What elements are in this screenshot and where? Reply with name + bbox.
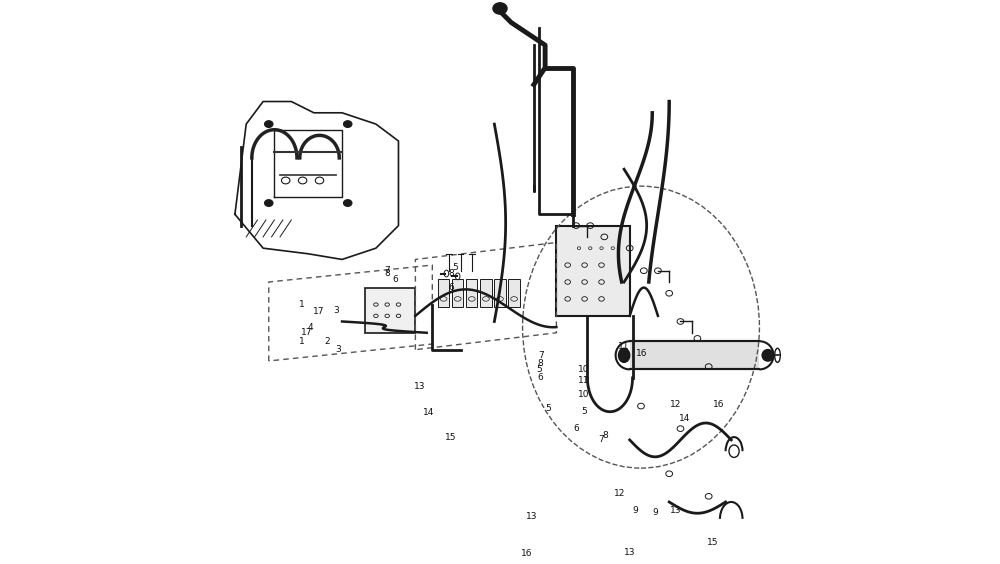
Text: 17: 17 bbox=[313, 307, 324, 316]
Bar bbox=[480, 279, 492, 307]
Text: 13: 13 bbox=[526, 512, 538, 521]
Text: 12: 12 bbox=[670, 400, 682, 409]
Text: 3: 3 bbox=[334, 306, 339, 315]
Text: 8: 8 bbox=[538, 359, 543, 368]
Text: 15: 15 bbox=[445, 433, 456, 442]
Ellipse shape bbox=[343, 200, 352, 206]
Text: 6: 6 bbox=[573, 424, 579, 433]
Text: 6: 6 bbox=[448, 283, 454, 292]
Text: 9: 9 bbox=[652, 508, 658, 517]
Bar bbox=[556, 226, 630, 316]
Text: 6: 6 bbox=[538, 373, 543, 382]
Text: 14: 14 bbox=[423, 408, 434, 417]
Text: 6: 6 bbox=[393, 275, 399, 284]
Text: 5: 5 bbox=[452, 263, 458, 272]
Text: 16: 16 bbox=[713, 400, 725, 409]
Ellipse shape bbox=[265, 200, 273, 206]
Text: 5: 5 bbox=[582, 407, 587, 416]
Text: 13: 13 bbox=[624, 548, 635, 557]
Text: 10: 10 bbox=[578, 365, 589, 374]
Ellipse shape bbox=[343, 121, 352, 127]
Bar bbox=[466, 279, 477, 307]
Text: 4: 4 bbox=[307, 323, 313, 332]
Text: 15: 15 bbox=[707, 538, 719, 547]
Text: 1: 1 bbox=[299, 300, 304, 309]
Bar bbox=[508, 279, 520, 307]
Text: 2: 2 bbox=[324, 337, 330, 346]
Text: 17: 17 bbox=[301, 328, 313, 337]
Text: 11: 11 bbox=[578, 376, 589, 385]
Ellipse shape bbox=[618, 348, 630, 363]
Ellipse shape bbox=[265, 121, 273, 127]
Text: 12: 12 bbox=[614, 489, 625, 498]
Text: 9: 9 bbox=[632, 506, 638, 515]
Text: 8: 8 bbox=[384, 269, 390, 278]
Text: 7: 7 bbox=[384, 266, 390, 275]
Ellipse shape bbox=[762, 350, 774, 361]
Text: 3: 3 bbox=[335, 345, 341, 354]
Text: 5: 5 bbox=[537, 365, 542, 374]
Bar bbox=[630, 341, 759, 369]
Text: 7: 7 bbox=[538, 351, 543, 360]
Text: 16: 16 bbox=[521, 549, 533, 558]
Text: 5: 5 bbox=[545, 404, 551, 413]
Ellipse shape bbox=[493, 3, 507, 14]
Text: 13: 13 bbox=[414, 382, 426, 391]
Bar bbox=[365, 288, 415, 333]
Text: 16: 16 bbox=[636, 349, 648, 358]
Text: 1: 1 bbox=[299, 337, 304, 346]
Bar bbox=[494, 279, 506, 307]
Text: 14: 14 bbox=[679, 414, 691, 423]
Text: 8: 8 bbox=[448, 269, 454, 278]
Text: 13: 13 bbox=[670, 506, 682, 515]
Text: 7: 7 bbox=[599, 435, 604, 444]
Bar bbox=[452, 279, 463, 307]
Text: 11: 11 bbox=[618, 342, 630, 351]
Text: 8: 8 bbox=[603, 431, 608, 440]
Bar bbox=[438, 279, 449, 307]
Text: 10: 10 bbox=[578, 390, 589, 399]
